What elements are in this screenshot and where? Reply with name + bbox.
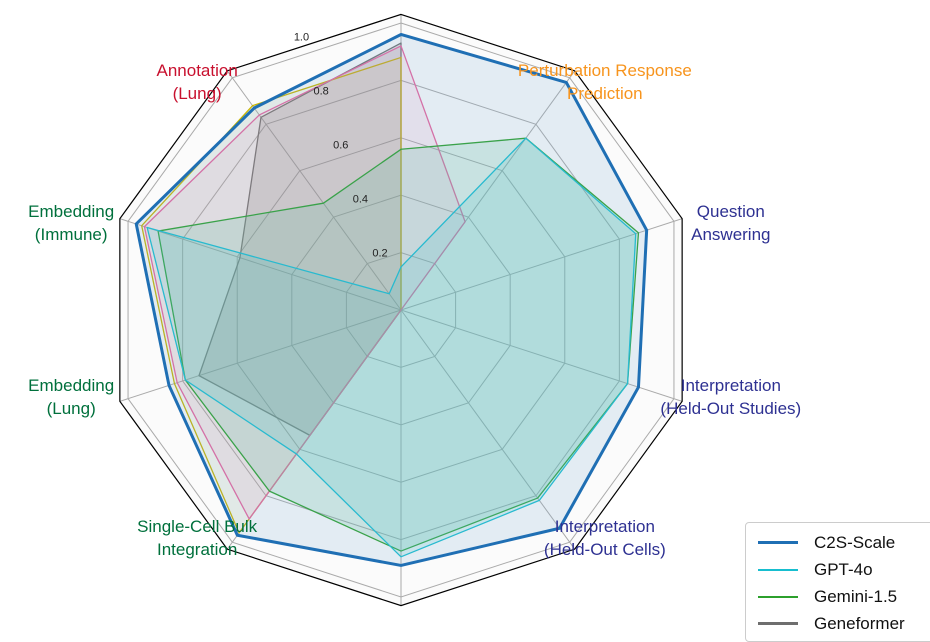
axis-label: Embedding (Immune) xyxy=(28,201,115,244)
legend-item-gemini: Gemini-1.5 xyxy=(746,583,930,610)
axis-label: Interpretation (Held-Out Cells) xyxy=(543,517,666,560)
series-unnamed-2 xyxy=(143,45,466,520)
axis-label: Annotation (Lung) xyxy=(156,60,238,103)
grid-ring xyxy=(236,137,566,483)
spoke-line xyxy=(119,309,402,402)
grid-ring xyxy=(127,22,675,598)
grid-ring xyxy=(182,79,620,541)
spoke-line xyxy=(226,70,402,311)
axis-label: Interpretation (Held-Out Studies) xyxy=(660,376,802,419)
grid-ring xyxy=(345,252,457,368)
legend-label: Gemini-1.5 xyxy=(814,586,898,606)
legend-item-geneformer: Geneformer xyxy=(746,610,930,637)
legend-label: GPT-4o xyxy=(814,559,873,579)
legend-swatch xyxy=(758,541,798,544)
grid-ring xyxy=(291,194,511,426)
legend-item-gpt-4o: GPT-4o xyxy=(746,556,930,583)
spoke-line xyxy=(400,309,683,402)
legend: C2S-Scale GPT-4o Gemini-1.5 Geneformer xyxy=(745,522,930,642)
series-c2s-scale xyxy=(134,32,649,567)
radar-chart: 0.2 0.4 0.6 0.8 1.0 xyxy=(119,13,683,607)
r-tick-label: 0.6 xyxy=(333,139,348,151)
r-tick-label: 1.0 xyxy=(294,32,309,44)
r-tick-label: 0.4 xyxy=(353,193,368,205)
legend-item-c2s-scale: C2S-Scale xyxy=(746,529,930,556)
outer-frame xyxy=(119,13,683,607)
axis-label: Perturbation Response Prediction xyxy=(517,60,692,103)
axis-label: Question Answering xyxy=(691,201,771,244)
axis-label: Single-Cell Bulk Integration xyxy=(137,517,258,560)
legend-swatch xyxy=(758,568,798,571)
legend-swatch xyxy=(758,595,798,598)
series-gemini-1-5 xyxy=(157,137,640,552)
r-tick-label: 0.2 xyxy=(372,247,387,259)
r-tick-label: 0.8 xyxy=(313,85,328,97)
legend-label: C2S-Scale xyxy=(814,532,896,552)
legend-label: Geneformer xyxy=(814,613,905,633)
spoke-line xyxy=(400,309,576,550)
legend-swatch xyxy=(758,622,798,625)
axis-label: Embedding (Lung) xyxy=(28,376,115,419)
series-gpt-4o xyxy=(146,137,637,558)
spoke-line xyxy=(119,218,402,311)
